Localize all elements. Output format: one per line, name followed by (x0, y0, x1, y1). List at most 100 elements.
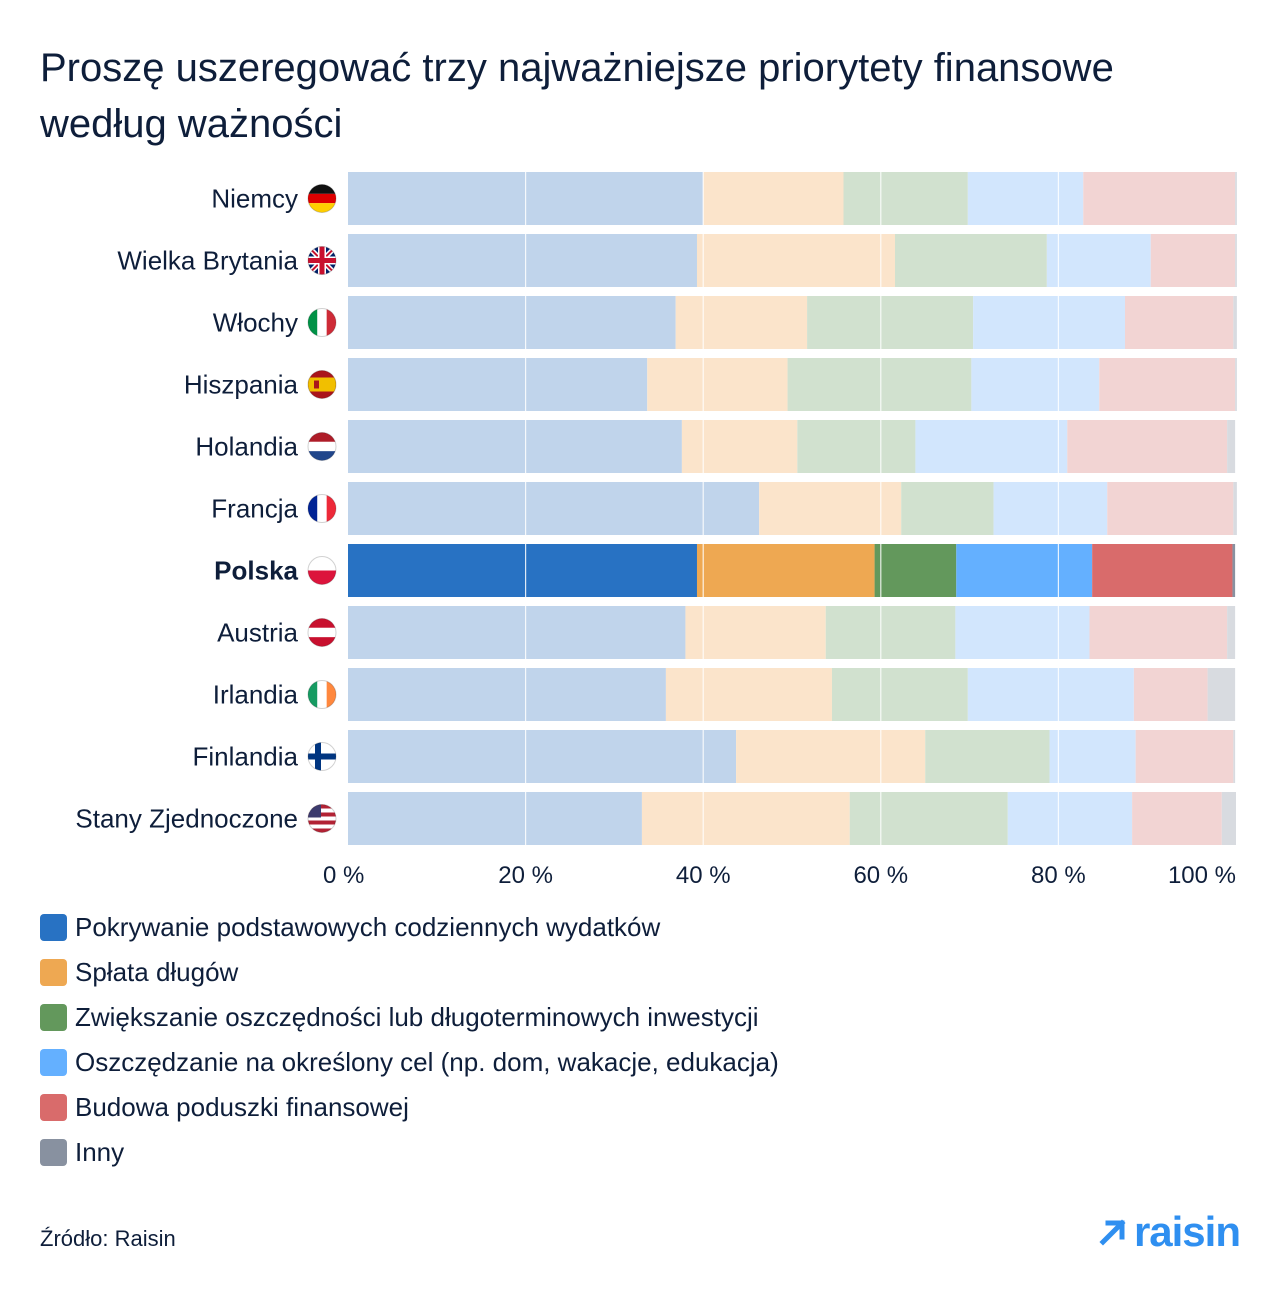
bar-segment (1092, 544, 1233, 597)
category-label: Francja (211, 494, 298, 524)
brand-logo: raisin (1098, 1208, 1241, 1256)
bar-segment (955, 606, 1090, 659)
bar-segment (807, 296, 974, 349)
bar-segment (759, 482, 902, 535)
bar-segment (971, 358, 1100, 411)
bar-segment (641, 792, 850, 845)
bar-segment (1227, 606, 1236, 659)
bar-segment (1046, 234, 1151, 287)
bar-segment (685, 606, 826, 659)
category-label: Austria (217, 618, 298, 648)
category-label: Hiszpania (184, 370, 299, 400)
nl-flag-icon (307, 432, 337, 461)
bar-segment (925, 730, 1050, 783)
bar-segment (348, 730, 737, 783)
legend-label: Spłata długów (75, 957, 239, 987)
bar-segment (825, 606, 956, 659)
bar-segment (1135, 730, 1234, 783)
bar-segment (348, 296, 676, 349)
bar-segment (647, 358, 788, 411)
bar-segment (1099, 358, 1236, 411)
de-flag-icon (307, 184, 337, 213)
bar-segment (1007, 792, 1133, 845)
arrow-up-right-icon (1099, 1219, 1126, 1246)
bar-segment (967, 172, 1084, 225)
legend-label: Zwiększanie oszczędności lub długotermin… (75, 1002, 759, 1032)
x-axis-ticks: 0 % 20 % 40 % 60 % 80 % 100 % (323, 862, 1236, 889)
us-flag-icon (307, 804, 337, 833)
bar-segment (348, 606, 686, 659)
bar-segment (703, 172, 844, 225)
bar-segment (1233, 730, 1236, 783)
bar-segment (1235, 358, 1237, 411)
bar-segment (1232, 544, 1236, 597)
bar-segment (797, 420, 916, 473)
bar-segment (696, 544, 875, 597)
bar-segment (901, 482, 994, 535)
legend-label: Inny (75, 1137, 125, 1167)
row-labels: Niemcy Wielka Brytania Włochy Hiszpania Hola… (75, 184, 337, 834)
brand-name: raisin (1133, 1208, 1241, 1255)
bar-segment (993, 482, 1108, 535)
legend-swatch (40, 1139, 67, 1166)
category-label: Niemcy (211, 184, 298, 214)
category-label: Wielka Brytania (117, 246, 298, 276)
source-note: Źródło: Raisin (40, 1226, 176, 1251)
legend-item: Spłata długów (40, 950, 779, 995)
bar-segment (348, 358, 648, 411)
bar-segment (831, 668, 968, 721)
bar-segment (1107, 482, 1234, 535)
fr-flag-icon (307, 494, 337, 523)
bars-layer (348, 172, 1237, 845)
bar-segment (973, 296, 1125, 349)
legend-label: Pokrywanie podstawowych codziennych wyda… (75, 912, 661, 942)
legend-item: Inny (40, 1130, 779, 1175)
it-flag-icon (307, 308, 337, 337)
legend-label: Oszczędzanie na określony cel (np. dom, … (75, 1047, 779, 1077)
fi-flag-icon (307, 742, 337, 771)
bar-segment (696, 234, 896, 287)
legend-item: Zwiększanie oszczędności lub długotermin… (40, 995, 779, 1040)
es-flag-icon (307, 370, 337, 399)
bar-segment (1235, 234, 1237, 287)
bar-segment (1133, 668, 1208, 721)
bar-segment (1233, 296, 1237, 349)
bar-segment (843, 172, 968, 225)
bar-segment (348, 544, 697, 597)
category-label: Polska (214, 556, 298, 586)
category-label: Stany Zjednoczone (75, 804, 298, 834)
bar-segment (736, 730, 926, 783)
x-tick-label: 60 % (853, 862, 908, 889)
bar-segment (348, 482, 760, 535)
bar-segment (967, 668, 1134, 721)
bar-segment (681, 420, 798, 473)
bar-segment (348, 234, 697, 287)
at-flag-icon (307, 618, 337, 647)
bar-segment (1235, 172, 1237, 225)
ie-flag-icon (307, 680, 337, 709)
bar-segment (1083, 172, 1236, 225)
legend-label: Budowa poduszki finansowej (75, 1092, 409, 1122)
bar-segment (1227, 420, 1236, 473)
x-tick-label: 80 % (1031, 862, 1086, 889)
bar-segment (348, 668, 666, 721)
category-label: Włochy (213, 308, 298, 338)
bar-segment (675, 296, 808, 349)
x-tick-label: 0 % (323, 862, 364, 889)
legend-item: Budowa poduszki finansowej (40, 1085, 779, 1130)
legend: Pokrywanie podstawowych codziennych wyda… (40, 905, 779, 1175)
bar-segment (1207, 668, 1236, 721)
gb-flag-icon (307, 246, 337, 275)
bar-segment (1049, 730, 1136, 783)
bar-segment (849, 792, 1008, 845)
legend-swatch (40, 1004, 67, 1031)
bar-segment (665, 668, 832, 721)
bar-segment (1150, 234, 1236, 287)
legend-swatch (40, 1049, 67, 1076)
legend-swatch (40, 959, 67, 986)
category-label: Holandia (195, 432, 298, 462)
bar-segment (348, 420, 682, 473)
bar-segment (895, 234, 1047, 287)
category-label: Irlandia (213, 680, 299, 710)
grid-lines (524, 172, 1060, 845)
